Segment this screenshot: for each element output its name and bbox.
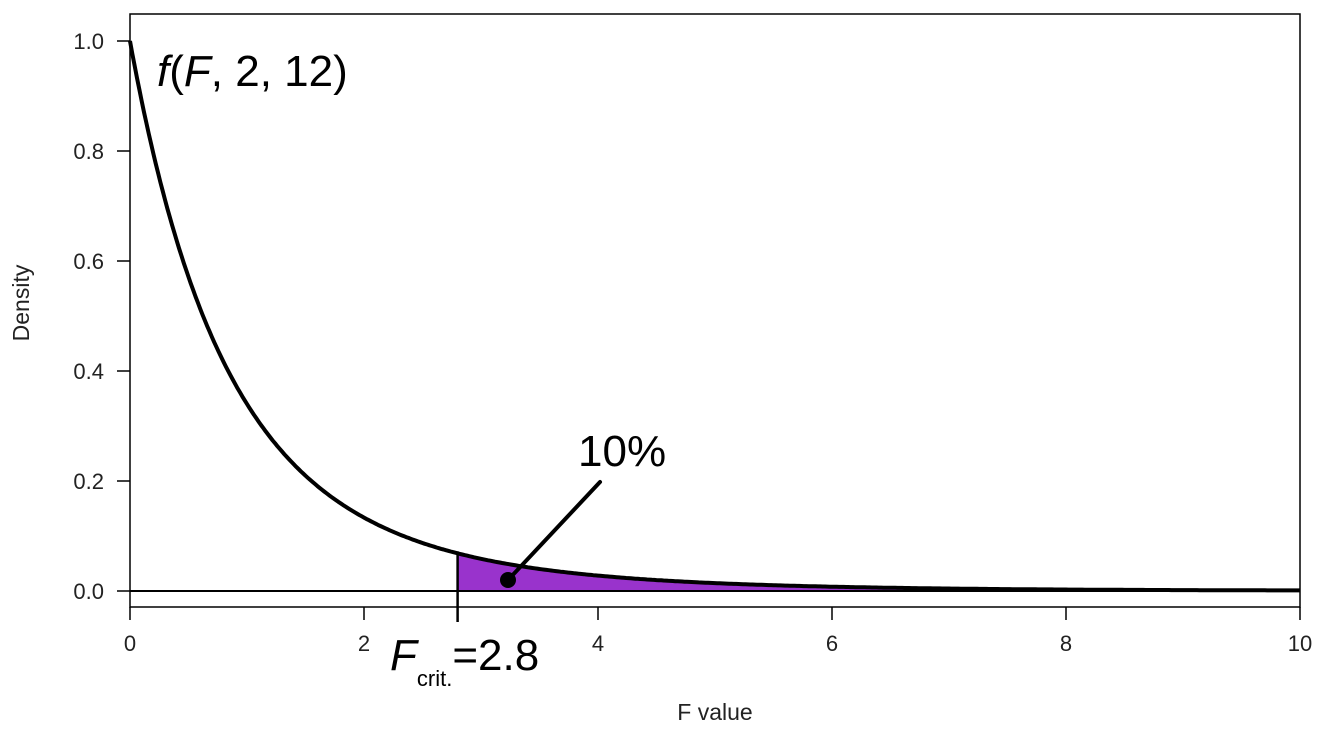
- y-axis-ticks: 0.0 0.2 0.4 0.6 0.8 1.0: [73, 29, 130, 604]
- x-axis-ticks: 0 2 4 6 8 10: [124, 607, 1312, 656]
- tail-area-pointer-dot: [500, 572, 516, 588]
- distribution-label-open: (: [169, 47, 184, 96]
- tail-area-fill: [457, 553, 1301, 591]
- distribution-label: f(F, 2, 12): [157, 47, 348, 96]
- tail-area-pointer: [506, 480, 602, 582]
- x-axis-title: F value: [677, 699, 752, 725]
- tail-area-label: 10%: [578, 427, 666, 476]
- y-tick-label: 0.8: [73, 139, 104, 164]
- x-tick-label: 8: [1060, 631, 1072, 656]
- y-tick-label: 0.4: [73, 359, 104, 384]
- y-tick-label: 0.0: [73, 579, 104, 604]
- density-curve: [128, 40, 1300, 593]
- distribution-label-F: F: [184, 47, 213, 96]
- critical-value-label-value: =2.8: [452, 631, 539, 680]
- plot-frame: [129, 13, 1301, 608]
- x-tick-label: 10: [1288, 631, 1312, 656]
- distribution-label-rest: , 2, 12): [211, 47, 348, 96]
- x-tick-label: 2: [358, 631, 370, 656]
- critical-value-label: Fcrit.=2.8: [390, 631, 539, 691]
- x-tick-label: 4: [592, 631, 604, 656]
- y-tick-label: 0.6: [73, 249, 104, 274]
- critical-value-label-F: F: [390, 631, 419, 680]
- y-axis-title: Density: [8, 264, 34, 341]
- critical-value-label-sub: crit.: [417, 666, 452, 691]
- x-tick-label: 0: [124, 631, 136, 656]
- y-tick-label: 0.2: [73, 469, 104, 494]
- x-tick-label: 6: [826, 631, 838, 656]
- y-tick-label: 1.0: [73, 29, 104, 54]
